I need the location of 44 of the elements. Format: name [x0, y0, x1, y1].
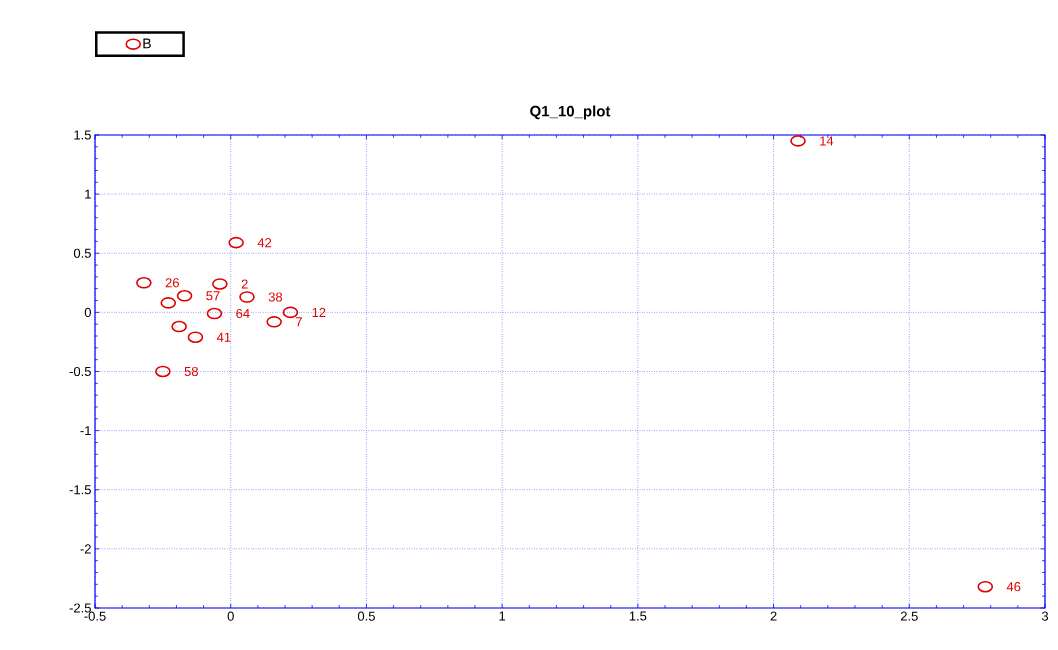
point	[282, 306, 299, 319]
y-tick-label: 1	[85, 189, 91, 199]
annotation: 57	[206, 291, 220, 301]
x-tick-label: 3	[1041, 611, 1049, 621]
annotation: 12	[312, 307, 326, 317]
y-tick-label: 0	[84, 307, 91, 317]
annotation: 38	[268, 292, 283, 302]
x-tick-label: 1	[499, 611, 506, 621]
point	[176, 290, 193, 302]
annotation: 2	[241, 279, 248, 289]
point	[239, 291, 255, 303]
annotation: 58	[184, 366, 198, 377]
point	[266, 316, 282, 328]
x-tick-label: 0.5	[357, 611, 375, 621]
y-tick-label: -0.5	[69, 366, 91, 377]
x-tick-label: 0	[227, 611, 234, 621]
y-tick-label: -1	[80, 426, 91, 436]
point	[212, 278, 228, 290]
point	[171, 320, 187, 333]
y-tick-label: -2.5	[69, 603, 91, 613]
y-tick-label: 1.5	[74, 130, 91, 140]
annotation: 42	[257, 238, 272, 248]
y-tick-label: -1.5	[69, 485, 91, 495]
point	[790, 135, 806, 147]
annotation: 7	[296, 317, 302, 327]
point	[206, 307, 223, 320]
x-tick-label: 2	[770, 611, 777, 621]
annotation: 46	[1006, 582, 1021, 592]
legend-label: B	[143, 38, 151, 49]
point	[977, 580, 994, 593]
point	[187, 331, 204, 343]
y-tick-label: 0.5	[73, 248, 91, 258]
chart-title: Q1_10_plot	[530, 105, 611, 120]
point	[160, 297, 177, 309]
point	[228, 236, 244, 249]
point	[155, 365, 171, 378]
x-tick-label: 2.5	[900, 611, 918, 621]
x-tick-label: 1.5	[629, 611, 647, 621]
annotation: 26	[165, 278, 179, 288]
annotation: 64	[236, 308, 250, 319]
annotation: 14	[820, 136, 834, 146]
point	[136, 277, 152, 289]
y-tick-label: -2	[80, 544, 91, 554]
annotation: 41	[216, 332, 231, 342]
